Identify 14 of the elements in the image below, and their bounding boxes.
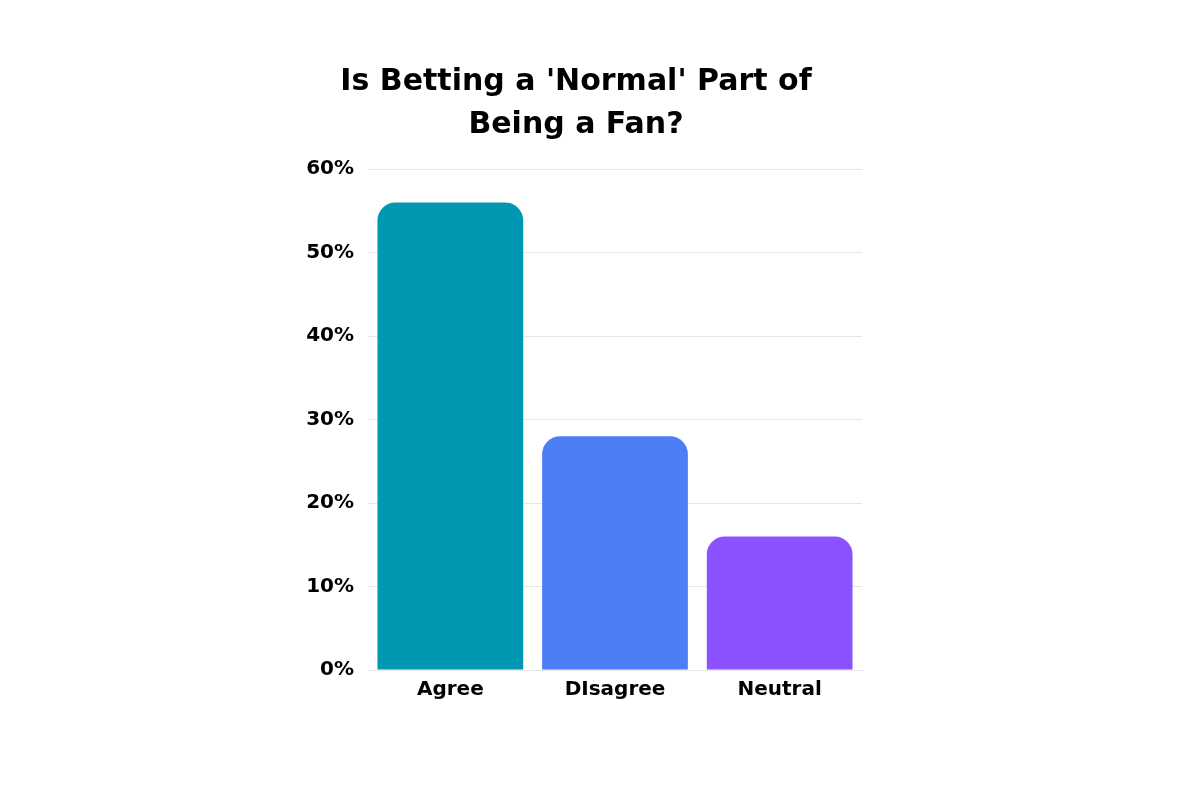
x-tick-label: Agree xyxy=(416,676,484,701)
bar xyxy=(542,436,688,670)
y-tick-label: 60% xyxy=(306,155,354,180)
y-tick-label: 30% xyxy=(306,405,354,430)
y-tick-label: 0% xyxy=(320,656,354,681)
x-tick-label: DIsagree xyxy=(564,676,666,701)
y-tick-label: 10% xyxy=(306,572,354,597)
x-tick-label: Neutral xyxy=(737,676,822,701)
y-tick-label: 40% xyxy=(306,322,354,347)
bar xyxy=(377,202,524,670)
y-tick-label: 50% xyxy=(306,238,354,263)
y-tick-label: 20% xyxy=(306,489,354,514)
bar xyxy=(706,536,853,670)
chart-title: Is Betting a 'Normal' Part of Being a Fan? xyxy=(340,61,813,141)
